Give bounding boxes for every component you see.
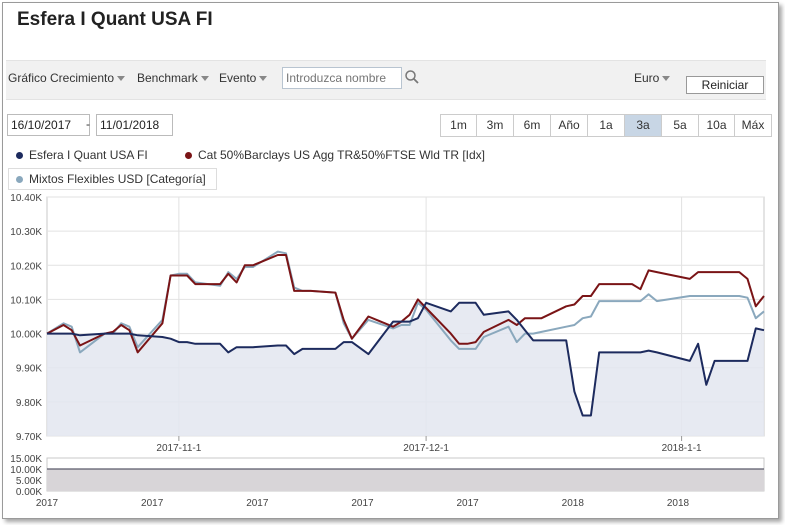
legend-label-category: Mixtos Flexibles USD [Categoría] bbox=[29, 172, 206, 186]
event-label: Evento bbox=[219, 71, 257, 85]
legend-highlight-box bbox=[8, 168, 217, 190]
currency-label: Euro bbox=[634, 71, 660, 85]
legend-label-benchmark: Cat 50%Barclays US Agg TR&50%FTSE Wld TR… bbox=[198, 148, 485, 162]
reset-button[interactable]: Reiniciar bbox=[686, 76, 764, 94]
chevron-down-icon bbox=[662, 76, 671, 82]
period-button-10a[interactable]: 10a bbox=[699, 115, 735, 136]
period-button-3a[interactable]: 3a bbox=[625, 115, 662, 136]
period-button-1m[interactable]: 1m bbox=[441, 115, 477, 136]
growth-chart-dropdown[interactable]: Gráfico Crecimiento bbox=[8, 71, 126, 85]
period-button-3m[interactable]: 3m bbox=[477, 115, 514, 136]
search-icon[interactable] bbox=[404, 69, 420, 85]
legend-label-fund: Esfera I Quant USA FI bbox=[29, 148, 148, 162]
event-dropdown[interactable]: Evento bbox=[219, 71, 268, 85]
period-button-6m[interactable]: 6m bbox=[514, 115, 551, 136]
period-selector: 1m 3m 6m Año 1a 3a 5a 10a Máx bbox=[440, 114, 772, 137]
legend-item-category[interactable]: Mixtos Flexibles USD [Categoría] bbox=[16, 172, 206, 186]
chevron-down-icon bbox=[200, 76, 209, 82]
date-to-input[interactable]: 11/01/2018 bbox=[96, 114, 173, 136]
benchmark-label: Benchmark bbox=[137, 71, 198, 85]
date-separator: - bbox=[86, 117, 90, 131]
legend-item-fund[interactable]: Esfera I Quant USA FI bbox=[16, 148, 148, 162]
period-button-ano[interactable]: Año bbox=[551, 115, 588, 136]
legend-marker bbox=[16, 152, 23, 160]
chevron-down-icon bbox=[259, 76, 268, 82]
legend-marker bbox=[185, 152, 192, 160]
page-title: Esfera I Quant USA FI bbox=[17, 9, 213, 30]
currency-dropdown[interactable]: Euro bbox=[634, 71, 671, 85]
date-from-input[interactable]: 16/10/2017 bbox=[7, 114, 90, 136]
legend-marker bbox=[16, 176, 23, 184]
legend-item-benchmark[interactable]: Cat 50%Barclays US Agg TR&50%FTSE Wld TR… bbox=[185, 148, 485, 162]
period-button-1a[interactable]: 1a bbox=[588, 115, 625, 136]
period-button-max[interactable]: Máx bbox=[735, 115, 771, 136]
period-button-5a[interactable]: 5a bbox=[662, 115, 699, 136]
chevron-down-icon bbox=[117, 76, 126, 82]
benchmark-dropdown[interactable]: Benchmark bbox=[137, 71, 209, 85]
chart-toolbar: Gráfico Crecimiento Benchmark Evento Eur… bbox=[6, 60, 766, 100]
search-input[interactable] bbox=[282, 67, 402, 89]
growth-chart-label: Gráfico Crecimiento bbox=[8, 71, 115, 85]
